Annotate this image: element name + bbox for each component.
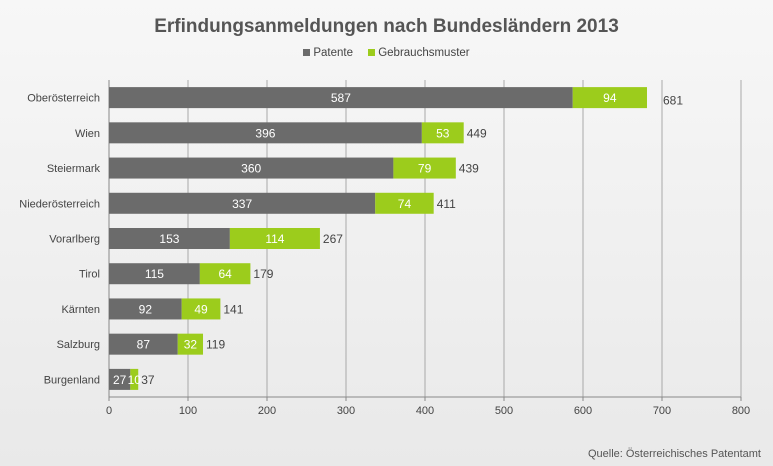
category-label-wien: Wien	[75, 128, 100, 140]
x-tick-label-700: 700	[653, 405, 671, 417]
bar-gebrauchsmuster-k-rnten	[181, 298, 221, 320]
data-label-patente-burgenland: 27	[113, 373, 127, 387]
x-tick-label-800: 800	[732, 405, 750, 417]
data-label-gebrauchsmuster-nieder-sterreich: 74	[398, 197, 412, 211]
data-label-patente-nieder-sterreich: 337	[232, 197, 252, 211]
data-label-gebrauchsmuster-burgenland: 10	[128, 373, 142, 387]
bar-patente-wien	[109, 122, 422, 144]
chart-title: Erfindungsanmeldungen nach Bundesländern…	[154, 16, 619, 37]
legend-swatch-patente	[303, 49, 311, 56]
category-label-tirol: Tirol	[79, 269, 100, 281]
bar-patente-tirol	[109, 263, 200, 285]
bar-patente-ober-sterreich	[109, 87, 573, 109]
legend: Patente Gebrauchsmuster	[0, 47, 773, 59]
data-label-patente-vorarlberg: 153	[159, 232, 179, 246]
data-label-gebrauchsmuster-tirol: 64	[218, 267, 232, 281]
legend-item-patente: Patente	[303, 47, 353, 59]
legend-label-patente: Patente	[313, 47, 354, 59]
data-label-patente-salzburg: 87	[137, 338, 151, 352]
data-label-gebrauchsmuster-salzburg: 32	[184, 338, 198, 352]
data-label-gebrauchsmuster-vorarlberg: 114	[265, 232, 284, 246]
bar-gebrauchsmuster-steiermark	[393, 157, 456, 179]
total-label-tirol: 179	[253, 267, 273, 281]
source-note: Quelle: Österreichisches Patentamt	[587, 448, 761, 460]
x-tick-label-200: 200	[258, 405, 276, 417]
bar-gebrauchsmuster-salzburg	[177, 333, 204, 355]
bar-patente-salzburg	[109, 333, 178, 355]
total-label-steiermark: 439	[459, 162, 479, 176]
total-label-burgenland: 37	[141, 373, 155, 387]
data-label-patente-steiermark: 360	[241, 162, 261, 176]
category-label-steiermark: Steiermark	[47, 163, 101, 175]
bar-gebrauchsmuster-nieder-sterreich	[375, 192, 434, 214]
data-label-patente-wien: 396	[255, 126, 275, 140]
bar-gebrauchsmuster-ober-sterreich	[572, 87, 647, 109]
bar-gebrauchsmuster-vorarlberg	[229, 228, 320, 249]
data-label-gebrauchsmuster-ober-sterreich: 94	[603, 91, 617, 105]
total-label-wien: 449	[467, 126, 487, 140]
x-tick-label-300: 300	[337, 405, 355, 417]
data-label-gebrauchsmuster-k-rnten: 49	[194, 302, 208, 316]
category-label-ober-sterreich: Oberösterreich	[27, 93, 100, 105]
total-label-vorarlberg: 267	[323, 232, 343, 246]
bar-patente-steiermark	[109, 157, 394, 179]
data-label-patente-ober-sterreich: 587	[331, 91, 351, 105]
data-label-gebrauchsmuster-steiermark: 79	[418, 162, 432, 176]
bar-gebrauchsmuster-tirol	[199, 263, 251, 285]
x-tick-label-100: 100	[179, 405, 197, 417]
x-tick-label-400: 400	[416, 405, 434, 417]
bar-gebrauchsmuster-wien	[421, 122, 464, 144]
x-tick-label-500: 500	[495, 405, 513, 417]
data-label-gebrauchsmuster-wien: 53	[436, 126, 450, 140]
legend-label-gebrauchsmuster: Gebrauchsmuster	[378, 47, 470, 59]
total-label-salzburg: 119	[206, 338, 225, 352]
category-label-burgenland: Burgenland	[44, 374, 100, 386]
x-tick-label-0: 0	[106, 405, 112, 417]
bar-patente-vorarlberg	[109, 228, 230, 249]
legend-swatch-gebrauchsmuster	[368, 49, 376, 56]
bar-patente-nieder-sterreich	[109, 192, 376, 214]
bar-patente-k-rnten	[109, 298, 182, 320]
category-label-salzburg: Salzburg	[57, 339, 100, 351]
category-label-nieder-sterreich: Niederösterreich	[19, 198, 100, 210]
data-label-patente-k-rnten: 92	[139, 302, 153, 316]
category-label-k-rnten: Kärnten	[61, 304, 100, 316]
bar-patente-burgenland	[109, 368, 131, 390]
total-label-ober-sterreich: 681	[663, 94, 683, 108]
data-label-patente-tirol: 115	[145, 267, 164, 281]
x-tick-label-600: 600	[574, 405, 592, 417]
total-label-k-rnten: 141	[223, 302, 243, 316]
category-label-vorarlberg: Vorarlberg	[49, 234, 100, 246]
legend-item-gebrauchsmuster: Gebrauchsmuster	[368, 47, 470, 59]
bar-gebrauchsmuster-burgenland	[130, 368, 139, 390]
total-label-nieder-sterreich: 411	[437, 197, 456, 211]
